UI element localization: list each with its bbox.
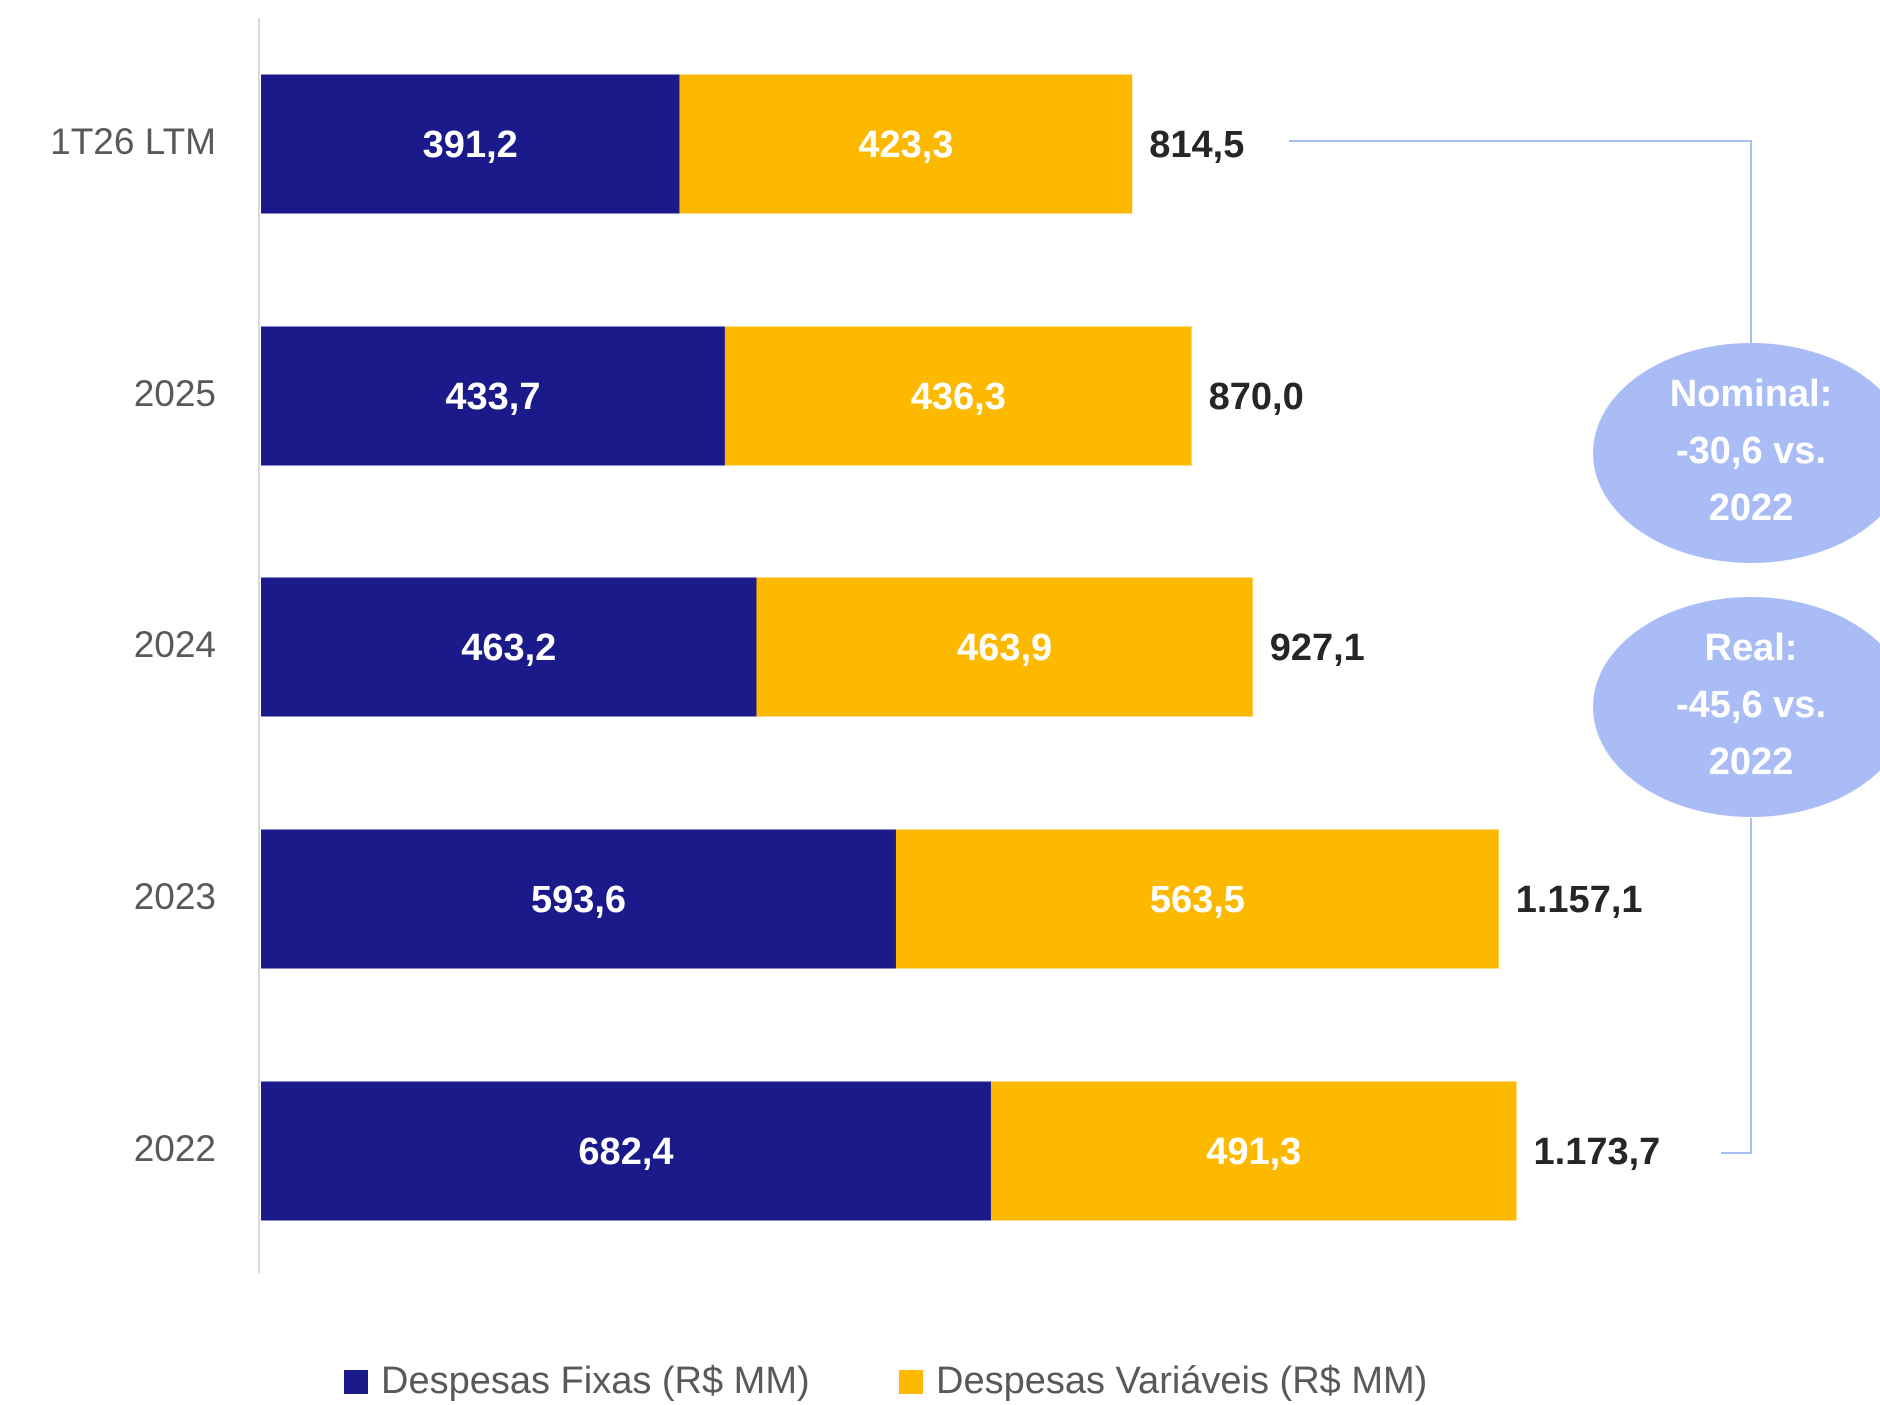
- legend-label: Despesas Fixas (R$ MM): [381, 1360, 810, 1402]
- legend-swatch: [344, 1370, 368, 1394]
- value-label: 682,4: [578, 1131, 673, 1173]
- total-label: 870,0: [1209, 376, 1304, 418]
- total-label: 814,5: [1149, 124, 1244, 166]
- value-label: 391,2: [423, 124, 518, 166]
- annotation-text: 2022: [1709, 487, 1794, 529]
- y-tick-label: 2022: [134, 1128, 216, 1169]
- y-tick-label: 1T26 LTM: [50, 121, 216, 162]
- annotation-text: -30,6 vs.: [1676, 430, 1826, 472]
- annotation-text: 2022: [1709, 741, 1794, 783]
- y-tick-label: 2025: [134, 373, 216, 414]
- annotation-text: Real:: [1705, 627, 1798, 669]
- bar: [895, 829, 1499, 969]
- value-label: 491,3: [1206, 1131, 1301, 1173]
- bar: [261, 326, 725, 466]
- annotation-text: Nominal:: [1670, 373, 1833, 415]
- bar: [724, 326, 1192, 466]
- bar: [261, 577, 757, 717]
- bar: [261, 74, 680, 214]
- total-label: 927,1: [1270, 627, 1365, 669]
- y-tick-label: 2023: [134, 876, 216, 917]
- bar: [756, 577, 1253, 717]
- value-label: 463,2: [461, 627, 556, 669]
- annotation-bubble: [1593, 597, 1880, 817]
- bar: [261, 1081, 991, 1221]
- value-label: 436,3: [911, 376, 1006, 418]
- bar: [261, 829, 896, 969]
- bracket: [1721, 818, 1752, 1154]
- annotation-text: -45,6 vs.: [1676, 684, 1826, 726]
- value-label: 563,5: [1150, 879, 1245, 921]
- bar: [990, 1081, 1517, 1221]
- value-label: 593,6: [531, 879, 626, 921]
- bar: [679, 74, 1133, 214]
- value-label: 433,7: [445, 376, 540, 418]
- total-label: 1.157,1: [1516, 879, 1643, 921]
- value-label: 423,3: [858, 124, 953, 166]
- legend-label: Despesas Variáveis (R$ MM): [936, 1360, 1427, 1402]
- bracket: [1289, 140, 1752, 344]
- annotation-bubble: [1593, 343, 1880, 563]
- y-tick-label: 2024: [134, 624, 216, 665]
- total-label: 1.173,7: [1534, 1131, 1661, 1173]
- legend-swatch: [899, 1370, 923, 1394]
- value-label: 463,9: [957, 627, 1052, 669]
